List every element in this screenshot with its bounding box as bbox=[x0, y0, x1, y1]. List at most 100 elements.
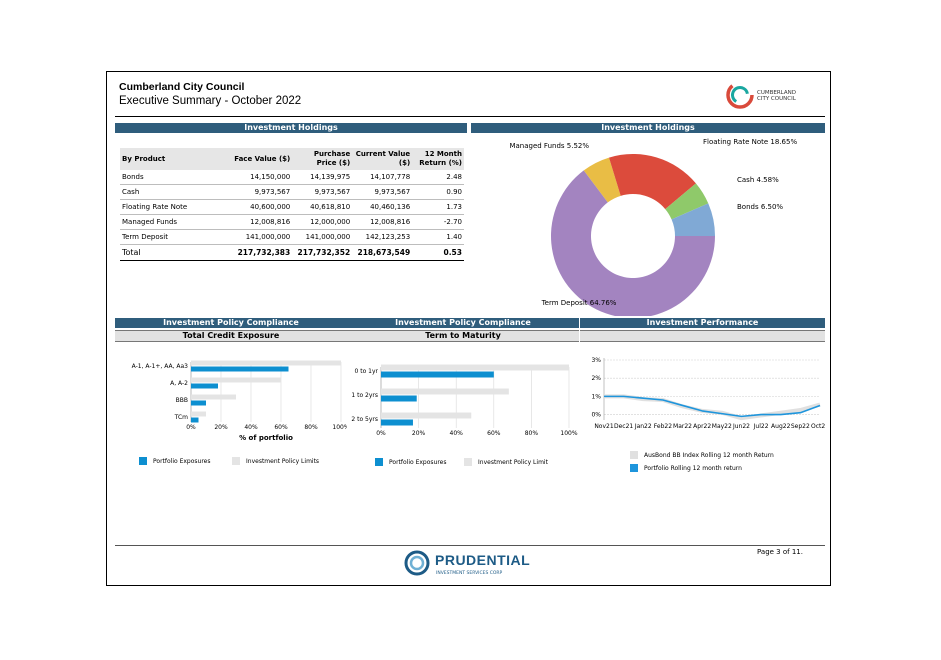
perf-grid bbox=[603, 358, 820, 420]
cell-face: 9,973,567 bbox=[228, 184, 293, 200]
x-tick-label: 60% bbox=[487, 430, 501, 437]
cell-return: -2.70 bbox=[412, 214, 464, 230]
category-label: BBB bbox=[176, 397, 188, 404]
cell-return: 1.40 bbox=[412, 229, 464, 245]
donut-label-cash: Cash 4.58% bbox=[737, 176, 779, 184]
cell-product: Floating Rate Note bbox=[120, 199, 229, 215]
band-holdings-right: Investment Holdings bbox=[471, 123, 825, 133]
credit-xaxis-label: % of portfolio bbox=[239, 434, 293, 442]
total-label: Total bbox=[120, 244, 229, 261]
cell-purchase: 141,000,000 bbox=[292, 229, 353, 245]
table-row: Bonds 14,150,000 14,139,975 14,107,778 2… bbox=[120, 170, 464, 185]
donut-slice-bonds bbox=[671, 203, 715, 236]
x-tick-label: 100% bbox=[560, 430, 577, 437]
x-tick-label: 20% bbox=[412, 430, 426, 437]
page-number: Page 3 of 11. bbox=[757, 548, 803, 556]
table-row: Cash 9,973,567 9,973,567 9,973,567 0.90 bbox=[120, 184, 464, 200]
donut-label-managed-funds: Managed Funds 5.52% bbox=[509, 142, 589, 150]
cell-face: 14,150,000 bbox=[228, 170, 293, 185]
credit-exposure-chart: 0% 20% 40% 60% 80% 100% A-1, A-1+, AA, Aa3 A, A… bbox=[132, 360, 347, 442]
col-header-purchase: Purchase Price ($) bbox=[292, 148, 353, 170]
col-header-face: Face Value ($) bbox=[228, 148, 293, 170]
table-row: Floating Rate Note 40,600,000 40,618,810… bbox=[120, 199, 464, 215]
category-label: 0 to 1yr bbox=[355, 368, 379, 375]
cell-product: Term Deposit bbox=[120, 229, 229, 245]
col-header-current: Current Value ($) bbox=[352, 148, 413, 170]
total-return: 0.53 bbox=[412, 244, 464, 261]
cell-current: 142,123,253 bbox=[352, 229, 413, 245]
subband-maturity: Term to Maturity bbox=[347, 330, 579, 342]
x-tick-label: 60% bbox=[274, 424, 288, 431]
x-tick-label: 100% bbox=[332, 424, 347, 431]
bar-limit bbox=[191, 394, 236, 400]
cell-product: Cash bbox=[120, 184, 229, 200]
bar-limit bbox=[191, 411, 206, 417]
x-tick-label: Dec21 bbox=[614, 423, 633, 430]
x-tick-label: May22 bbox=[712, 423, 732, 430]
prudential-logo-text: PRUDENTIAL bbox=[435, 552, 530, 568]
report-subtitle: Executive Summary - October 2022 bbox=[119, 95, 302, 107]
cell-product: Managed Funds bbox=[120, 214, 229, 230]
legend-label-portfolio-exposures: Portfolio Exposures bbox=[153, 458, 211, 465]
bar-exposure bbox=[381, 395, 417, 402]
legend-swatch-policy-limits bbox=[232, 457, 240, 465]
bar-exposure bbox=[191, 383, 218, 389]
cell-current: 14,107,778 bbox=[352, 170, 413, 185]
x-tick-label: Jul22 bbox=[753, 423, 769, 430]
category-label: A-1, A-1+, AA, Aa3 bbox=[132, 363, 189, 370]
cell-face: 40,600,000 bbox=[228, 199, 293, 215]
holdings-table: By Product Face Value ($) Purchase Price… bbox=[120, 148, 464, 261]
cell-product: Bonds bbox=[120, 170, 229, 185]
category-label: 1 to 2yrs bbox=[351, 392, 378, 399]
donut-label-term-deposit: Term Deposit 64.76% bbox=[541, 299, 617, 307]
legend-swatch-ausbond bbox=[630, 451, 638, 459]
cell-purchase: 14,139,975 bbox=[292, 170, 353, 185]
credit-bars bbox=[191, 360, 341, 423]
band-compliance-2: Investment Policy Compliance bbox=[347, 318, 579, 328]
x-tick-label: 40% bbox=[450, 430, 464, 437]
donut-label-bonds: Bonds 6.50% bbox=[737, 203, 783, 211]
y-tick-label: 2% bbox=[591, 375, 601, 382]
perf-lines bbox=[604, 394, 821, 421]
col-header-return: 12 Month Return (%) bbox=[412, 148, 464, 170]
category-label: A, A-2 bbox=[170, 380, 188, 387]
cell-return: 1.73 bbox=[412, 199, 464, 215]
x-tick-label: Nov21 bbox=[594, 423, 614, 430]
donut-label-floating-rate-note: Floating Rate Note 18.65% bbox=[703, 138, 797, 146]
x-tick-label: 80% bbox=[304, 424, 318, 431]
cell-purchase: 12,000,000 bbox=[292, 214, 353, 230]
credit-labels: 0% 20% 40% 60% 80% 100% A-1, A-1+, AA, Aa3 A, A… bbox=[132, 363, 347, 431]
cell-return: 0.90 bbox=[412, 184, 464, 200]
bar-exposure bbox=[381, 419, 413, 426]
category-label: 2 to 5yrs bbox=[351, 416, 378, 423]
bar-exposure bbox=[191, 400, 206, 406]
cell-current: 40,460,136 bbox=[352, 199, 413, 215]
bar-limit bbox=[191, 377, 281, 383]
legend-swatch-term-exposures bbox=[375, 458, 383, 466]
y-tick-label: 0% bbox=[591, 412, 601, 419]
legend-label-portfolio-return: Portfolio Rolling 12 month return bbox=[644, 465, 742, 472]
legend-swatch-portfolio-exposures bbox=[139, 457, 147, 465]
x-tick-label: Oct22 bbox=[811, 423, 825, 430]
cell-return: 2.48 bbox=[412, 170, 464, 185]
total-purchase: 217,732,352 bbox=[292, 244, 353, 261]
term-maturity-chart: 0% 20% 40% 60% 80% 100% 0 to 1yr 1 to 2yrs 2 to … bbox=[351, 364, 578, 437]
footer-rule bbox=[115, 545, 825, 546]
x-tick-label: Jan22 bbox=[634, 423, 652, 430]
cell-current: 9,973,567 bbox=[352, 184, 413, 200]
legend-label-term-limit: Investment Policy Limit bbox=[478, 459, 548, 466]
bar-limit bbox=[381, 412, 472, 419]
legend-swatch-portfolio-return bbox=[630, 464, 638, 472]
col-header-product: By Product bbox=[120, 148, 229, 170]
x-tick-label: Jun22 bbox=[732, 423, 750, 430]
total-face: 217,732,383 bbox=[228, 244, 293, 261]
donut-slice-managed-funds bbox=[583, 157, 621, 203]
legend-label-term-exposures: Portfolio Exposures bbox=[389, 459, 447, 466]
bar-exposure bbox=[381, 371, 494, 378]
performance-chart: 0% 1% 2% 3% Nov21 Dec21 Jan22 Feb22 Mar22 Apr22 Ma… bbox=[591, 357, 825, 430]
table-total-row: Total 217,732,383 217,732,352 218,673,54… bbox=[120, 244, 464, 261]
band-compliance-1: Investment Policy Compliance bbox=[115, 318, 347, 328]
x-tick-label: 20% bbox=[214, 424, 228, 431]
bar-exposure bbox=[191, 366, 289, 372]
cumberland-logo-mark: CUMBERLAND CITY COUNCIL bbox=[726, 81, 797, 109]
